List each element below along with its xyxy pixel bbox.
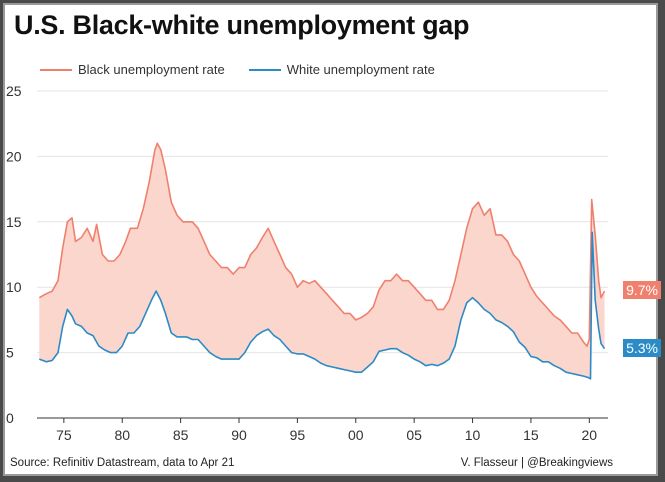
x-tick-label-00: 00 (348, 427, 364, 443)
series-line-white (39, 231, 606, 380)
x-tick-label-05: 05 (406, 427, 422, 443)
y-tick-label-10: 10 (6, 279, 22, 295)
x-tick-label-15: 15 (523, 427, 539, 443)
x-tick-label-85: 85 (173, 427, 189, 443)
x-tick-label-75: 75 (56, 427, 72, 443)
end-label-white: 5.3% (623, 338, 661, 357)
legend-label-white: White unemployment rate (286, 62, 435, 77)
y-tick-label-20: 20 (6, 148, 22, 164)
legend-swatch-white (248, 68, 281, 71)
x-tick-label-95: 95 (290, 427, 306, 443)
legend-item-black: Black unemployment rate (40, 62, 225, 77)
series-line-black (38, 142, 606, 347)
y-tick-label-0: 0 (6, 410, 14, 426)
gap-area (39, 143, 605, 379)
legend-item-white: White unemployment rate (248, 62, 435, 77)
legend: Black unemployment rate White unemployme… (40, 62, 459, 77)
source-note: Source: Refinitiv Datastream, data to Ap… (10, 457, 235, 469)
y-tick-label-15: 15 (6, 214, 22, 230)
legend-label-black: Black unemployment rate (78, 62, 225, 77)
x-tick-label-20: 20 (582, 427, 598, 443)
chart-frame (3, 3, 658, 476)
chart-title: U.S. Black-white unemployment gap (14, 10, 470, 40)
y-tick-label-5: 5 (6, 345, 14, 361)
end-label-black: 9.7% (623, 281, 661, 300)
credit-note: V. Flasseur | @Breakingviews (460, 457, 613, 469)
x-tick-label-80: 80 (114, 427, 130, 443)
y-tick-label-25: 25 (6, 83, 22, 99)
x-tick-label-90: 90 (231, 427, 247, 443)
legend-swatch-black (40, 68, 72, 71)
x-tick-label-10: 10 (465, 427, 481, 443)
